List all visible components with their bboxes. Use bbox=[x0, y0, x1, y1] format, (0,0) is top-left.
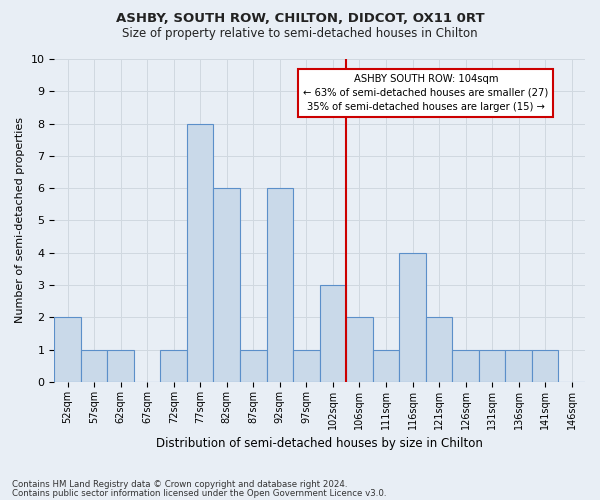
Bar bbox=[293, 350, 320, 382]
Bar bbox=[373, 350, 399, 382]
Text: Size of property relative to semi-detached houses in Chilton: Size of property relative to semi-detach… bbox=[122, 28, 478, 40]
Bar bbox=[346, 317, 373, 382]
Text: ASHBY SOUTH ROW: 104sqm
← 63% of semi-detached houses are smaller (27)
35% of se: ASHBY SOUTH ROW: 104sqm ← 63% of semi-de… bbox=[303, 74, 548, 112]
Bar bbox=[399, 252, 426, 382]
Bar bbox=[479, 350, 505, 382]
Text: ASHBY, SOUTH ROW, CHILTON, DIDCOT, OX11 0RT: ASHBY, SOUTH ROW, CHILTON, DIDCOT, OX11 … bbox=[116, 12, 484, 26]
Text: Contains public sector information licensed under the Open Government Licence v3: Contains public sector information licen… bbox=[12, 489, 386, 498]
Bar bbox=[160, 350, 187, 382]
Bar bbox=[81, 350, 107, 382]
Y-axis label: Number of semi-detached properties: Number of semi-detached properties bbox=[15, 118, 25, 324]
Bar bbox=[187, 124, 214, 382]
X-axis label: Distribution of semi-detached houses by size in Chilton: Distribution of semi-detached houses by … bbox=[156, 437, 483, 450]
Bar bbox=[240, 350, 266, 382]
Bar bbox=[532, 350, 559, 382]
Bar bbox=[505, 350, 532, 382]
Bar bbox=[54, 317, 81, 382]
Bar bbox=[214, 188, 240, 382]
Bar bbox=[107, 350, 134, 382]
Bar bbox=[426, 317, 452, 382]
Bar bbox=[452, 350, 479, 382]
Bar bbox=[266, 188, 293, 382]
Text: Contains HM Land Registry data © Crown copyright and database right 2024.: Contains HM Land Registry data © Crown c… bbox=[12, 480, 347, 489]
Bar bbox=[320, 285, 346, 382]
